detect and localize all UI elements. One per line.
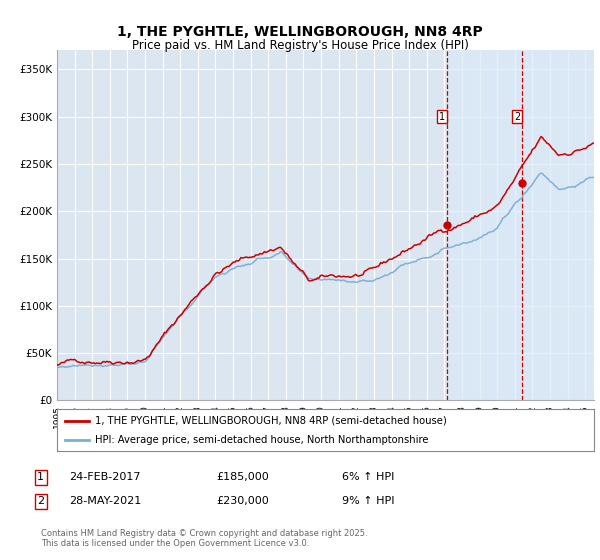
Text: HPI: Average price, semi-detached house, North Northamptonshire: HPI: Average price, semi-detached house,…	[95, 435, 428, 445]
Text: 6% ↑ HPI: 6% ↑ HPI	[342, 472, 394, 482]
Text: 28-MAY-2021: 28-MAY-2021	[69, 496, 141, 506]
Text: 1: 1	[439, 111, 445, 122]
Text: 9% ↑ HPI: 9% ↑ HPI	[342, 496, 395, 506]
Text: Price paid vs. HM Land Registry's House Price Index (HPI): Price paid vs. HM Land Registry's House …	[131, 39, 469, 52]
Text: 2: 2	[514, 111, 520, 122]
Text: 2: 2	[37, 496, 44, 506]
Bar	[446, 50, 594, 400]
Text: £230,000: £230,000	[216, 496, 269, 506]
Text: Contains HM Land Registry data © Crown copyright and database right 2025.
This d: Contains HM Land Registry data © Crown c…	[41, 529, 367, 548]
Text: 1, THE PYGHTLE, WELLINGBOROUGH, NN8 4RP: 1, THE PYGHTLE, WELLINGBOROUGH, NN8 4RP	[117, 25, 483, 39]
Text: £185,000: £185,000	[216, 472, 269, 482]
Text: 1, THE PYGHTLE, WELLINGBOROUGH, NN8 4RP (semi-detached house): 1, THE PYGHTLE, WELLINGBOROUGH, NN8 4RP …	[95, 416, 446, 426]
Text: 1: 1	[37, 472, 44, 482]
Text: 24-FEB-2017: 24-FEB-2017	[69, 472, 140, 482]
